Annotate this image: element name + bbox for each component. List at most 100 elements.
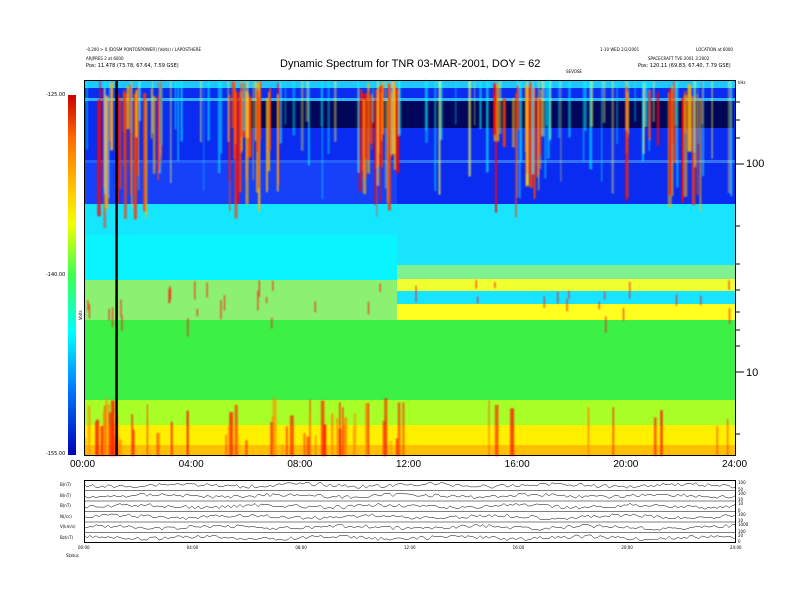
spectral-streak [384,398,388,456]
spectral-streak [543,296,545,308]
spectral-streak [108,308,110,321]
spectral-streak [395,88,400,174]
spectral-streak [186,410,189,456]
spectral-streak [170,80,172,184]
spectral-streak [601,80,603,182]
spectral-streak [519,80,521,199]
spectral-streak [536,97,539,177]
spectral-streak [108,99,111,142]
header-right-line2: SPACECRAFT TVE 2001 3:2002 [648,56,710,61]
spectral-streak [152,80,154,134]
spectral-streak [365,403,368,456]
spectral-streak [648,80,651,152]
spectral-streak [700,295,702,306]
spectral-streak [281,444,284,456]
spectral-streak [174,80,177,130]
spectral-streak [102,423,105,456]
spectral-streak [697,80,699,144]
panel-right-tick: 0 [738,507,741,513]
x-axis-labels: 00:00 04:00 08:00 12:00 16:00 20:00 24:00 [70,459,747,473]
spectral-streak [180,80,183,142]
spectral-streak [660,410,663,456]
spectral-streak [161,80,163,146]
x-tick-label: 12:00 [396,459,422,470]
spectral-streak [280,80,283,144]
colorbar-tick-bottom: -155.00 [46,451,66,457]
panel-x-tick-label: 04:00 [186,545,199,550]
spectral-streak [227,80,229,142]
spectral-streak [367,403,370,456]
spectral-streak [378,87,382,154]
spectral-streak [303,433,306,456]
panel-right-tick: 100 [738,480,746,485]
spectral-streak [603,291,606,300]
spectral-streak [338,428,342,456]
spectral-streak [231,81,236,128]
spectral-streak [145,99,148,219]
spectral-streak [135,90,138,138]
header-small-label: SEVOSE [566,69,582,74]
spectral-streak [627,80,630,134]
spectral-streak [612,407,615,456]
spectral-streak [377,80,379,186]
panel-x-axis-labels: 00:00 04:00 08:00 12:00 16:00 20:00 24:00 [78,545,742,553]
spectral-streak [105,398,108,456]
spectral-streak [225,434,227,456]
spectral-streak [584,80,587,131]
spectral-streak [727,418,729,456]
spectral-streak [415,285,417,303]
spectral-streak [276,94,279,192]
spectral-streak [110,82,114,151]
panel-right-tick: 20 [738,532,744,538]
spectral-streak [196,308,199,317]
spectral-streak [259,80,262,140]
spectral-streak [475,280,477,289]
spectral-streak [223,295,226,311]
spectral-streak [526,80,529,185]
spectral-streak [398,80,401,136]
spectral-streak [284,80,287,125]
chart-title: Dynamic Spectrum for TNR 03-MAR-2001, DO… [280,58,541,70]
spectral-streak [602,80,606,123]
spectral-streak [94,422,98,456]
spectral-streak [305,80,309,122]
spectral-streak [548,80,551,141]
spectral-streak [300,80,304,151]
spectral-streak [87,300,89,311]
spectral-streak [103,405,107,456]
spectral-streak [308,413,311,456]
panel-right-tick: 100 [738,528,746,534]
spectral-streak [728,280,730,290]
spectral-streak [229,412,234,456]
spectral-streak [486,80,489,173]
spectral-streak [379,283,381,292]
x-tick-label: 08:00 [287,459,313,470]
spectral-streak [150,88,153,139]
panel-trace [83,503,736,510]
spectral-streak [129,84,132,195]
spectral-streak [245,440,248,456]
x-tick-label: 20:00 [613,459,639,470]
spectral-streak [367,301,370,315]
spectral-streak [653,417,657,456]
panel-x-tick-label: 12:00 [404,545,416,550]
spectral-streak [306,436,310,456]
spectral-streak [330,413,334,456]
spectral-streak [402,402,405,456]
line-panels [83,482,736,541]
spectral-streak [104,96,109,209]
spectral-streak [376,95,378,217]
spectral-streak [333,80,337,142]
spectral-streak [605,316,607,333]
panel-trace [83,492,736,499]
spectral-streak [233,82,236,160]
spectral-streak [119,97,122,190]
spectral-streak [390,80,393,154]
spectral-streak [687,84,692,152]
spectral-streak [493,83,497,136]
panel-trace [83,482,736,489]
spectral-streak [538,98,542,156]
spectral-streak [711,80,713,159]
spectral-streak [237,434,239,456]
colorbar-tick-mid: -140.00 [46,272,66,278]
